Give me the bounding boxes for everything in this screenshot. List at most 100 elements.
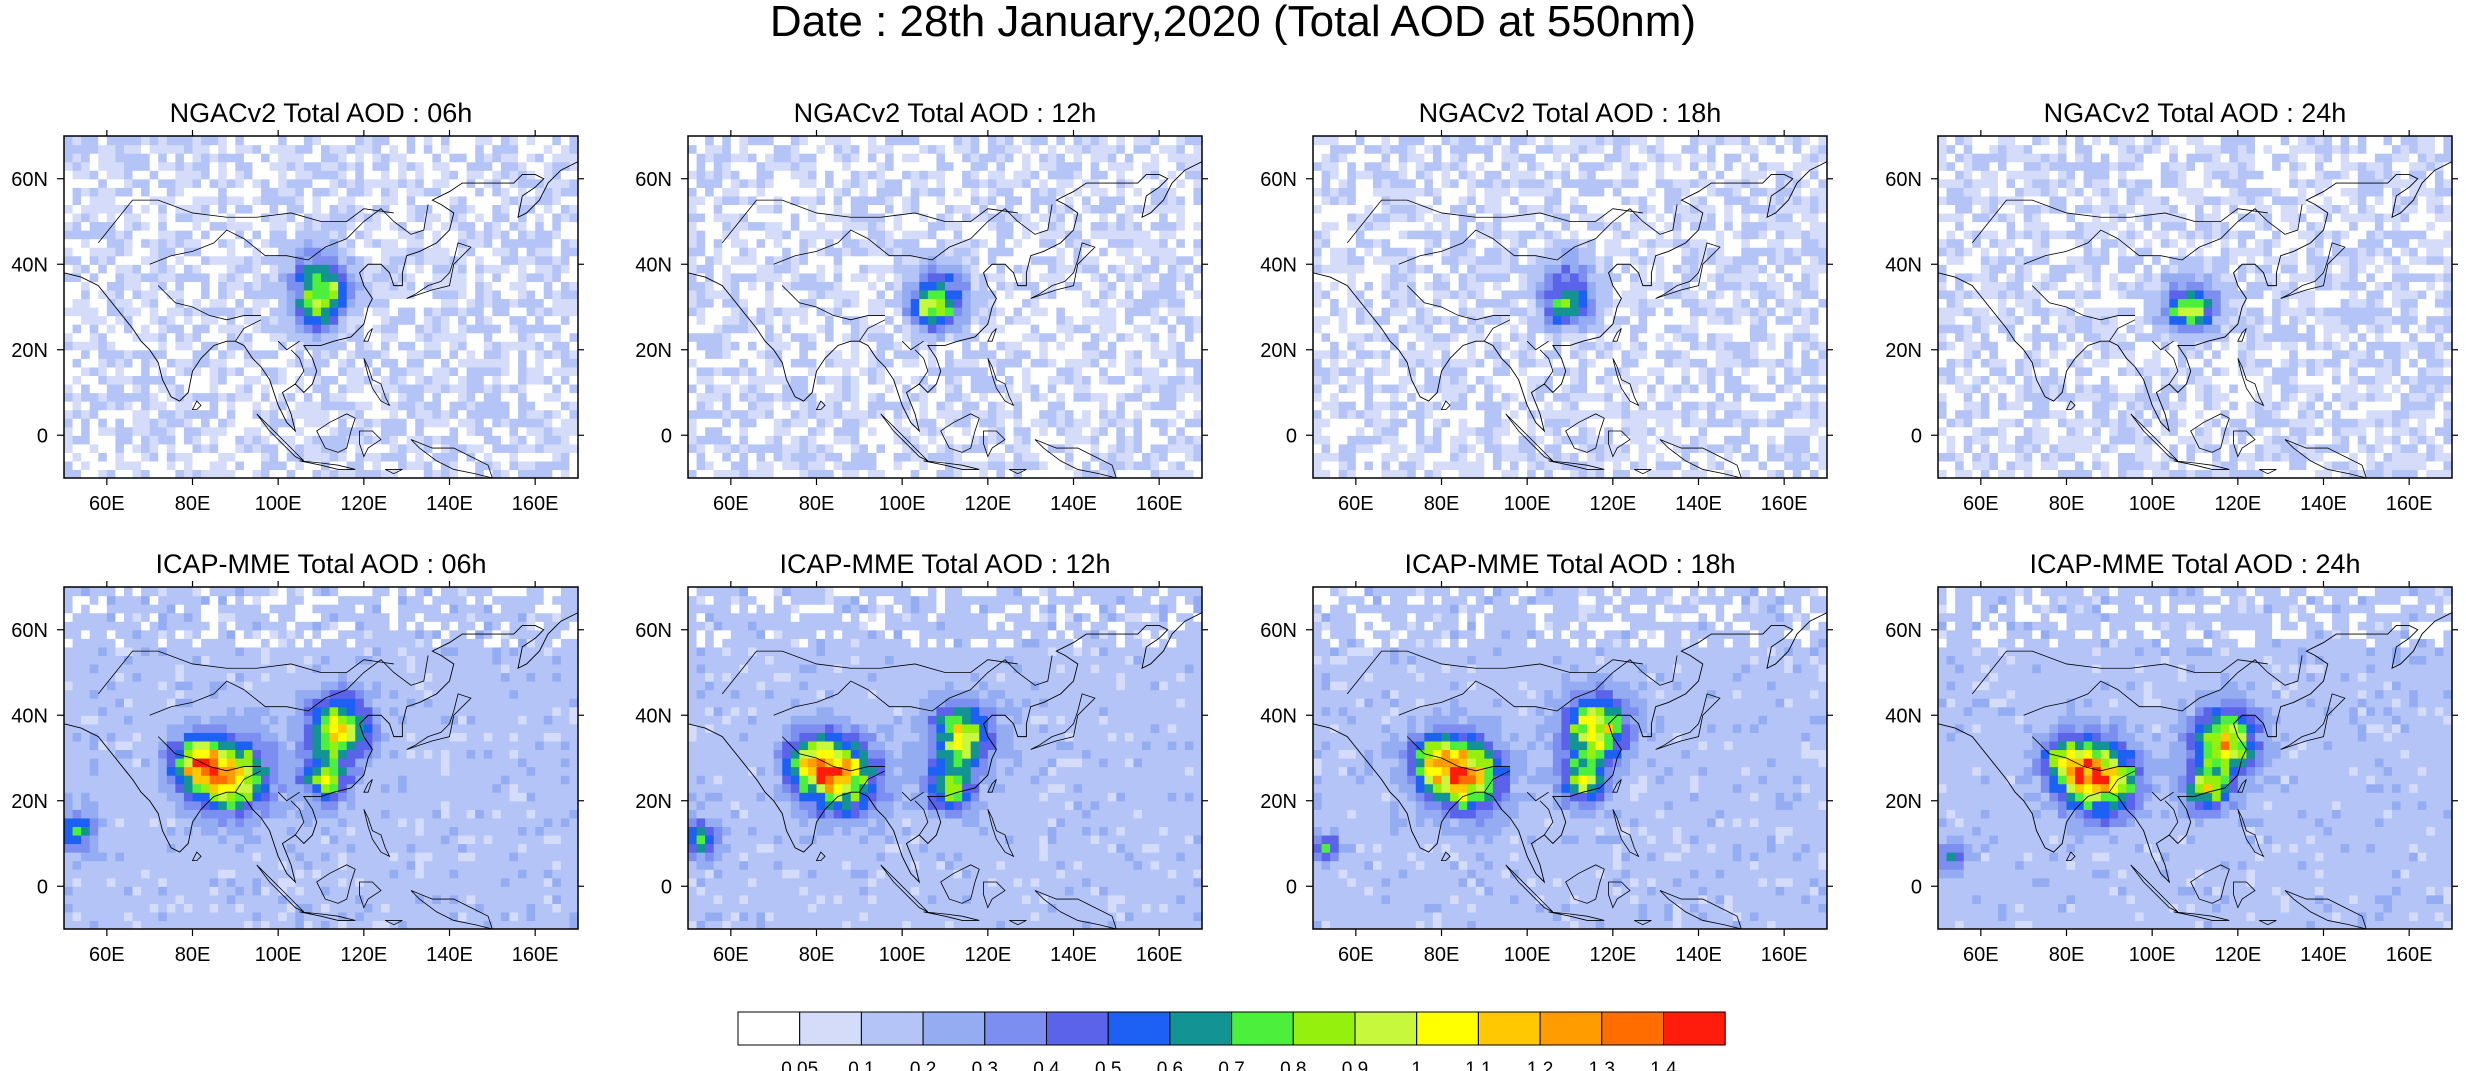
lat-tick-label: 40N: [1885, 705, 1922, 727]
lat-tick-label: 0: [1286, 876, 1297, 898]
lon-tick-label: 80E: [1424, 493, 1460, 515]
lon-tick-label: 80E: [1424, 944, 1460, 966]
colorbar-label: 0.05: [781, 1059, 818, 1071]
lat-tick-label: 40N: [11, 254, 48, 276]
map-panel-2: NGACv2 Total AOD : 12h 60E 80E 100E 120E 140E…: [635, 98, 1208, 515]
lon-tick-label: 80E: [2049, 944, 2085, 966]
lon-tick-label: 140E: [1050, 944, 1097, 966]
lon-tick-label: 160E: [1136, 944, 1183, 966]
colorbar-label: 0.2: [910, 1059, 936, 1071]
lat-tick-label: 60N: [635, 169, 672, 191]
aod-field: [64, 136, 578, 478]
lat-tick-label: 20N: [11, 340, 48, 362]
lon-tick-label: 80E: [175, 493, 211, 515]
colorbar-swatch: [1663, 1011, 1726, 1046]
panel-frame: [63, 135, 579, 479]
lon-tick-label: 60E: [1963, 944, 1999, 966]
aod-field: [1313, 136, 1827, 478]
aod-field: [64, 587, 578, 929]
lon-tick-label: 100E: [879, 944, 926, 966]
panel-title: NGACv2 Total AOD : 12h: [794, 98, 1097, 128]
panel-frame: [1937, 135, 2453, 479]
colorbar-swatch: [1107, 1011, 1171, 1046]
lat-tick-label: 60N: [1885, 620, 1922, 642]
colorbar-label: 1.2: [1527, 1059, 1553, 1071]
colorbar-swatch: [1416, 1011, 1479, 1046]
colorbar-swatch: [1169, 1011, 1233, 1046]
lat-tick-label: 60N: [1260, 169, 1297, 191]
lon-tick-label: 160E: [2386, 493, 2433, 515]
panel-frame: [1937, 586, 2453, 930]
panel-frame: [687, 135, 1203, 479]
lat-tick-label: 60N: [1885, 169, 1922, 191]
map-panel-1: NGACv2 Total AOD : 06h 60E 80E 100E 120E 140E…: [11, 98, 584, 515]
lat-tick-label: 20N: [11, 791, 48, 813]
lon-tick-label: 80E: [799, 944, 835, 966]
lon-tick-label: 160E: [2386, 944, 2433, 966]
map-panel-7: ICAP-MME Total AOD : 18h 60E 80E 100E 120E 14…: [1260, 549, 1833, 966]
lat-tick-label: 60N: [1260, 620, 1297, 642]
lon-tick-label: 140E: [426, 944, 473, 966]
lat-tick-label: 40N: [1260, 254, 1297, 276]
lon-tick-label: 120E: [340, 493, 387, 515]
colorbar-label: 1.1: [1465, 1059, 1491, 1071]
lon-tick-label: 100E: [255, 493, 302, 515]
lon-tick-label: 100E: [2129, 944, 2176, 966]
lon-tick-label: 60E: [713, 493, 749, 515]
lon-tick-label: 120E: [964, 493, 1011, 515]
panel-title: ICAP-MME Total AOD : 12h: [779, 549, 1110, 579]
lat-tick-label: 40N: [1885, 254, 1922, 276]
lon-tick-label: 80E: [175, 944, 211, 966]
colorbar: 0.05 0.1 0.2 0.3 0.4 0.5 0.6 0.7 0.8 0.9 1 1.1 1.2 1.…: [737, 1011, 1726, 1071]
map-panel-4: NGACv2 Total AOD : 24h 60E 80E 100E 120E 140E…: [1885, 98, 2458, 515]
colorbar-label: 0.9: [1342, 1059, 1368, 1071]
colorbar-label: 0.1: [848, 1059, 874, 1071]
map-panel-8: ICAP-MME Total AOD : 24h 60E 80E 100E 120E 14…: [1885, 549, 2458, 966]
lat-tick-label: 0: [37, 876, 48, 898]
colorbar-label: 0.8: [1280, 1059, 1306, 1071]
lat-tick-label: 40N: [635, 254, 672, 276]
colorbar-label: 1.3: [1589, 1059, 1615, 1071]
panel-frame: [1312, 586, 1828, 930]
lat-tick-label: 0: [37, 425, 48, 447]
lon-tick-label: 100E: [2129, 493, 2176, 515]
panel-title: NGACv2 Total AOD : 06h: [170, 98, 473, 128]
lon-tick-label: 80E: [2049, 493, 2085, 515]
lon-tick-label: 160E: [1761, 493, 1808, 515]
lon-tick-label: 100E: [255, 944, 302, 966]
aod-field: [1938, 136, 2452, 478]
lon-tick-label: 140E: [426, 493, 473, 515]
lon-tick-label: 60E: [89, 944, 125, 966]
lat-tick-label: 0: [1286, 425, 1297, 447]
lon-tick-label: 140E: [2300, 944, 2347, 966]
colorbar-swatch: [922, 1011, 986, 1046]
lon-tick-label: 80E: [799, 493, 835, 515]
colorbar-label: 0.4: [1033, 1059, 1060, 1071]
colorbar-label: 0.3: [972, 1059, 998, 1071]
lat-tick-label: 0: [1911, 425, 1922, 447]
panel-frame: [1312, 135, 1828, 479]
lat-tick-label: 20N: [635, 791, 672, 813]
colorbar-label: 0.6: [1157, 1059, 1183, 1071]
map-panel-5: ICAP-MME Total AOD : 06h 60E 80E 100E 120E 14…: [11, 549, 584, 966]
lat-tick-label: 20N: [1260, 340, 1297, 362]
lon-tick-label: 140E: [2300, 493, 2347, 515]
lon-tick-label: 140E: [1050, 493, 1097, 515]
colorbar-swatch: [1601, 1011, 1665, 1046]
panel-title: NGACv2 Total AOD : 18h: [1419, 98, 1722, 128]
lon-tick-label: 60E: [1338, 493, 1374, 515]
colorbar-swatch: [984, 1011, 1047, 1046]
lon-tick-label: 140E: [1675, 944, 1722, 966]
lon-tick-label: 120E: [1589, 944, 1636, 966]
colorbar-swatch: [1046, 1011, 1109, 1046]
colorbar-label: 1.4: [1650, 1059, 1677, 1071]
panel-title: NGACv2 Total AOD : 24h: [2044, 98, 2347, 128]
colorbar-label: 1: [1411, 1059, 1422, 1071]
lon-tick-label: 60E: [89, 493, 125, 515]
map-panel-3: NGACv2 Total AOD : 18h 60E 80E 100E 120E 140E…: [1260, 98, 1833, 515]
lon-tick-label: 160E: [512, 493, 559, 515]
lat-tick-label: 40N: [11, 705, 48, 727]
colorbar-swatch: [860, 1011, 924, 1046]
lon-tick-label: 140E: [1675, 493, 1722, 515]
